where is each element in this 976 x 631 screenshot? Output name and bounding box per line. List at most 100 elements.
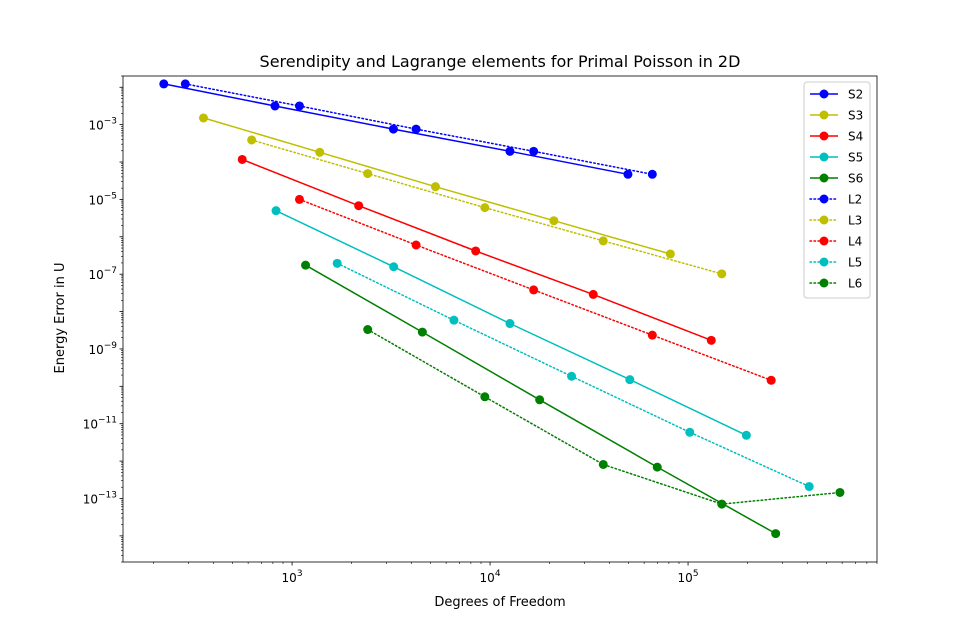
y-tick-label-exponent: −9 — [104, 341, 118, 351]
data-point-s5 — [741, 430, 751, 440]
data-point-s4 — [588, 289, 598, 299]
y-tick-label-exponent: −13 — [98, 490, 117, 500]
legend-marker-s2 — [819, 89, 829, 99]
x-tick-label-exponent: 5 — [693, 569, 699, 579]
data-point-s6 — [652, 462, 662, 472]
data-point-s5 — [625, 375, 635, 385]
data-point-l3 — [363, 169, 373, 179]
y-tick-label: 10−7 — [88, 266, 117, 282]
series-line-l4 — [298, 198, 772, 382]
y-tick-label: 10−11 — [83, 416, 117, 432]
legend-marker-s4 — [819, 131, 829, 141]
data-point-s4 — [471, 246, 481, 256]
legend-label-s2: S2 — [848, 88, 863, 102]
legend-label-l2: L2 — [848, 193, 862, 207]
data-point-l5 — [332, 258, 342, 268]
data-point-s6 — [301, 260, 311, 270]
y-tick-label: 10−3 — [88, 117, 117, 133]
legend-marker-l4 — [819, 236, 829, 246]
data-point-l4 — [529, 285, 539, 295]
data-point-s4 — [237, 154, 247, 164]
data-point-s4 — [354, 201, 364, 211]
series-line-l2 — [184, 83, 654, 176]
x-tick-label-exponent: 3 — [297, 569, 303, 579]
data-point-s3 — [198, 113, 208, 123]
legend-label-l4: L4 — [848, 235, 862, 249]
data-point-l2 — [180, 79, 190, 89]
legend-marker-l3 — [819, 215, 829, 225]
x-tick-label-base: 10 — [480, 571, 495, 585]
data-point-l5 — [449, 315, 459, 325]
x-tick-label: 103 — [282, 569, 303, 585]
data-point-l5 — [567, 371, 577, 381]
legend-label-l5: L5 — [848, 256, 862, 270]
data-point-l4 — [766, 375, 776, 385]
data-point-s4 — [706, 335, 716, 345]
chart-title: Serendipity and Lagrange elements for Pr… — [260, 52, 741, 71]
data-point-l2 — [529, 146, 539, 156]
legend-label-s3: S3 — [848, 109, 863, 123]
data-point-l3 — [598, 236, 608, 246]
data-point-s2 — [270, 101, 280, 111]
plot-area: 103 104 10510−310−510−710−910−1110−13S2S3S… — [83, 75, 878, 585]
data-point-l5 — [804, 482, 814, 492]
y-tick-label-exponent: −7 — [104, 266, 117, 276]
x-tick-label: 104 — [480, 569, 501, 585]
y-tick-label-base: 10 — [83, 418, 98, 432]
y-tick-label-base: 10 — [88, 343, 103, 357]
legend-marker-l6 — [819, 278, 829, 288]
data-point-s3 — [665, 249, 675, 259]
y-tick-label-exponent: −3 — [104, 117, 117, 127]
data-point-s3 — [430, 182, 440, 192]
y-tick-label-base: 10 — [88, 119, 103, 133]
x-tick-label-base: 10 — [282, 571, 297, 585]
legend-marker-s6 — [819, 173, 829, 183]
series-group — [159, 79, 845, 539]
y-tick-label-base: 10 — [83, 492, 98, 506]
legend-marker-l2 — [819, 194, 829, 204]
data-point-s5 — [389, 262, 399, 272]
data-point-s6 — [417, 327, 427, 337]
legend: S2 S3 S4 S5 S6 L2 L3 L4 L5 L6 — [803, 81, 871, 299]
data-point-l6 — [717, 499, 727, 509]
y-tick-label-exponent: −11 — [98, 416, 117, 426]
data-point-l2 — [647, 169, 657, 179]
plot-frame — [122, 75, 878, 563]
x-axis-label: Degrees of Freedom — [434, 595, 565, 610]
legend-marker-s3 — [819, 110, 829, 120]
y-tick-label-base: 10 — [88, 193, 103, 207]
data-point-l2 — [294, 101, 304, 111]
data-point-s2 — [505, 146, 515, 156]
data-point-l6 — [598, 459, 608, 469]
data-point-l3 — [717, 269, 727, 279]
legend-marker-l5 — [819, 257, 829, 267]
data-point-l5 — [685, 427, 695, 437]
legend-label-s4: S4 — [848, 130, 863, 144]
y-axis-label: Energy Error in U — [53, 263, 68, 374]
data-point-s6 — [771, 529, 781, 539]
data-point-l4 — [294, 194, 304, 204]
legend-label-s5: S5 — [848, 151, 863, 165]
y-tick-label-base: 10 — [88, 268, 103, 282]
data-point-s3 — [315, 147, 325, 157]
data-point-s2 — [388, 124, 398, 134]
data-point-s2 — [623, 169, 633, 179]
data-point-s2 — [159, 79, 169, 89]
data-point-s5 — [505, 319, 515, 329]
legend-marker-s5 — [819, 152, 829, 162]
data-point-l4 — [647, 330, 657, 340]
data-point-s5 — [271, 206, 281, 216]
data-point-s6 — [535, 395, 545, 405]
data-point-l6 — [835, 487, 845, 497]
y-tick-label: 10−9 — [88, 341, 117, 357]
y-tick-label: 10−5 — [88, 191, 117, 207]
series-line-l3 — [250, 139, 723, 275]
data-point-l3 — [247, 135, 257, 145]
data-point-l4 — [411, 240, 421, 250]
legend-label-l3: L3 — [848, 214, 862, 228]
legend-label-l6: L6 — [848, 277, 862, 291]
y-tick-label: 10−13 — [83, 490, 117, 506]
y-tick-label-exponent: −5 — [104, 191, 117, 201]
x-tick-label: 105 — [678, 569, 699, 585]
